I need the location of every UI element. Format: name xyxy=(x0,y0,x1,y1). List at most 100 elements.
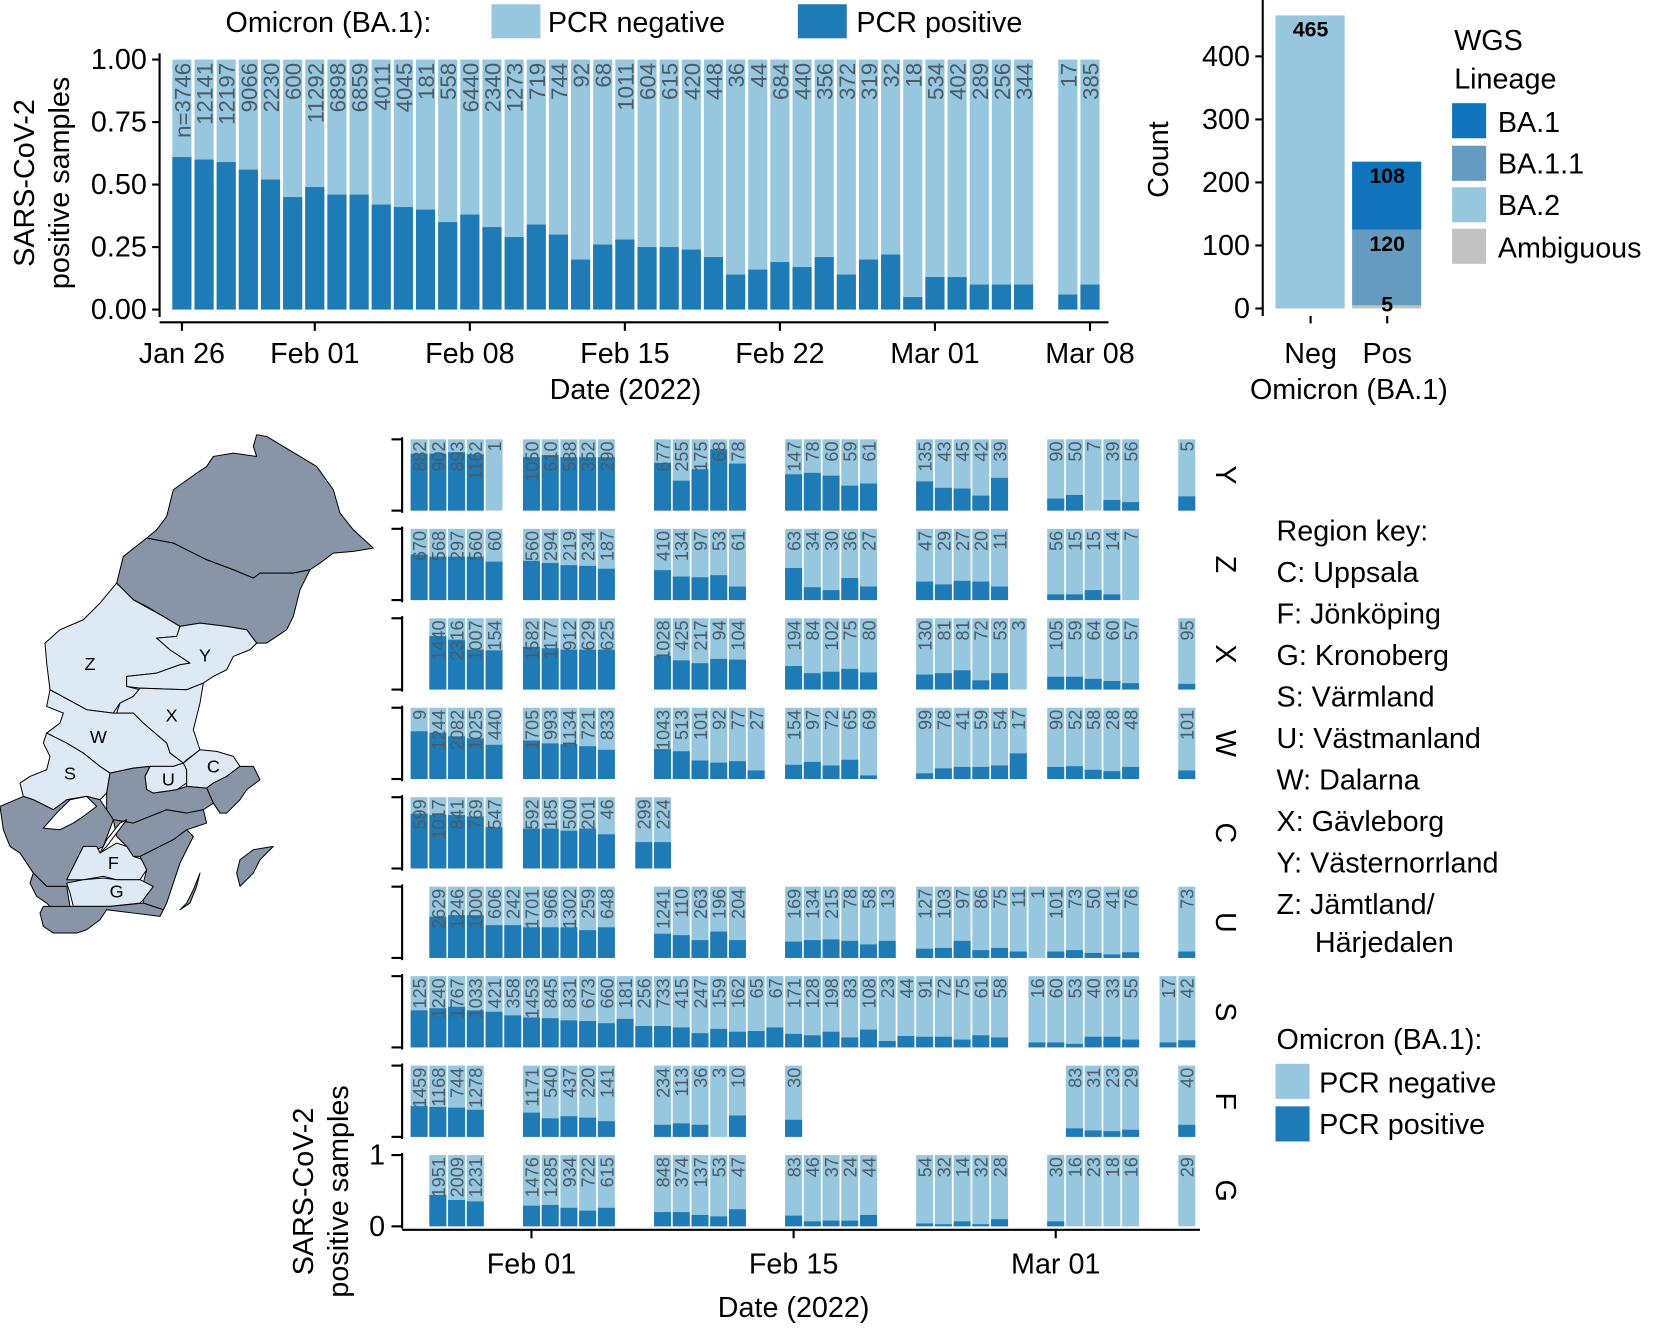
bar-count-label: 588 xyxy=(560,441,580,471)
bar-pcr-positive xyxy=(878,1041,896,1048)
bar-pcr-positive xyxy=(410,813,428,869)
bar-count-label: 3 xyxy=(710,1068,730,1078)
bar-count-label: 78 xyxy=(728,441,748,461)
bar-count-label: 1453 xyxy=(522,978,542,1018)
bar-pcr-negative xyxy=(1103,976,1121,1048)
bar-count-label: 1459 xyxy=(410,1068,430,1108)
bar-pcr-positive xyxy=(672,576,690,601)
bar-pcr-positive xyxy=(579,930,597,958)
bar-pcr-negative xyxy=(934,528,952,601)
bar-pcr-positive xyxy=(991,765,1009,780)
bar-count-label: 1134 xyxy=(560,710,580,749)
bar-pcr-positive xyxy=(1103,1036,1121,1048)
bar-count-label: 13 xyxy=(878,889,898,909)
bar-pcr-positive xyxy=(1122,952,1140,958)
bar-pcr-negative xyxy=(770,59,790,310)
bar-count-label: 99 xyxy=(916,710,936,730)
bar-pcr-positive xyxy=(654,1026,672,1048)
bar-count-label: 356 xyxy=(813,63,838,100)
bar-pcr-negative xyxy=(803,618,821,690)
bar-count-label: 16 xyxy=(1065,1157,1085,1177)
bar-pcr-negative xyxy=(1084,528,1102,601)
bar-pcr-positive xyxy=(947,277,967,310)
bar-pcr-positive xyxy=(371,204,391,310)
bar-count-label: 242 xyxy=(504,889,524,919)
bar-pcr-negative xyxy=(969,59,989,310)
bar-pcr-negative xyxy=(1065,1155,1083,1227)
bar-pcr-positive xyxy=(916,948,934,958)
map-region-vasterbotten xyxy=(116,537,311,644)
bar-pcr-positive xyxy=(1047,498,1065,511)
sweden-region-map: Z Y X W S U C F G xyxy=(0,434,374,934)
map-label-g: G xyxy=(110,881,124,901)
bar-pcr-positive xyxy=(560,1020,578,1048)
bar-pcr-positive xyxy=(672,1027,690,1048)
map-region-g xyxy=(66,877,154,907)
bar-pcr-negative xyxy=(1084,976,1102,1048)
region-key-item-continuation: Härjedalen xyxy=(1315,927,1454,959)
bar-count-label: 1240 xyxy=(429,978,449,1018)
bar-count-label: 103 xyxy=(934,889,954,919)
bar-count-label: 425 xyxy=(672,620,692,650)
bar-pcr-positive xyxy=(637,247,657,310)
bar-count-label: 45 xyxy=(953,441,973,461)
bar-pcr-negative xyxy=(597,1065,615,1137)
bar-count-label: 1705 xyxy=(522,710,542,750)
y-tick-label: 1 xyxy=(369,1140,385,1172)
bar-count-label: 902 xyxy=(429,441,449,471)
bar-pcr-positive xyxy=(560,927,578,958)
bar-pcr-negative xyxy=(859,618,877,690)
bar-pcr-negative xyxy=(691,1155,709,1227)
bar-pcr-positive xyxy=(597,1121,615,1137)
bar-pcr-negative xyxy=(1103,707,1121,780)
bar-count-label: 17 xyxy=(1009,710,1029,730)
bar-count-label: 9 xyxy=(410,710,430,720)
facet-strip-label: U xyxy=(1209,912,1241,933)
bar-pcr-positive xyxy=(972,1035,990,1048)
bar-count-label: 204 xyxy=(728,889,748,919)
facet-strip-label: X xyxy=(1209,644,1241,663)
y-tick-label: 1.00 xyxy=(91,44,147,76)
bar-pcr-positive xyxy=(504,237,524,310)
bar-count-label: 30 xyxy=(822,531,842,551)
bar-count-label: 154 xyxy=(785,710,805,740)
bar-count-label: 719 xyxy=(525,63,550,100)
bar-count-label: 934 xyxy=(560,1157,580,1187)
bar-pcr-positive xyxy=(466,454,484,511)
bar-pcr-positive xyxy=(597,927,615,958)
legend-swatch-ba1 xyxy=(1452,103,1487,139)
bar-pcr-negative xyxy=(726,59,746,310)
bar-pcr-positive xyxy=(672,751,690,780)
bar-pcr-positive xyxy=(448,1199,466,1227)
bar-pcr-positive xyxy=(560,649,578,690)
bar-count-label: 841 xyxy=(447,799,467,829)
bar-pcr-positive xyxy=(1009,951,1027,958)
y-tick-label: 0 xyxy=(1234,293,1250,325)
bar-pcr-positive xyxy=(1178,951,1196,958)
bar-pcr-negative xyxy=(672,1155,690,1227)
bar-count-label: 14 xyxy=(1103,531,1123,551)
bar-count-label: 39 xyxy=(990,441,1010,461)
bar-count-label: 23 xyxy=(1084,1157,1104,1177)
bar-pcr-negative xyxy=(803,707,821,780)
bar-pcr-positive xyxy=(1047,1221,1065,1227)
bar-pcr-positive xyxy=(710,1028,728,1048)
bar-pcr-positive xyxy=(541,828,559,869)
facet-strip-label: Y xyxy=(1209,465,1241,484)
bar-count-label: 128 xyxy=(803,978,823,1008)
bar-pcr-positive xyxy=(466,649,484,690)
bar-pcr-negative xyxy=(803,1155,821,1227)
bar-count-label: 568 xyxy=(429,531,449,561)
bar-count-label: 912 xyxy=(560,620,580,650)
bar-pcr-positive xyxy=(541,927,559,958)
bar-count-label: 61 xyxy=(859,441,879,461)
bar-pcr-positive xyxy=(710,449,728,511)
bar-pcr-positive xyxy=(1065,594,1083,601)
bar-pcr-positive xyxy=(597,1207,615,1227)
bar-count-label: 410 xyxy=(653,531,673,561)
bar-pcr-negative xyxy=(841,1155,859,1227)
bar-pcr-positive xyxy=(579,1117,597,1137)
bar-pcr-positive xyxy=(560,1116,578,1137)
bar-pcr-positive xyxy=(822,1220,840,1227)
bar-pcr-positive xyxy=(1103,954,1121,958)
